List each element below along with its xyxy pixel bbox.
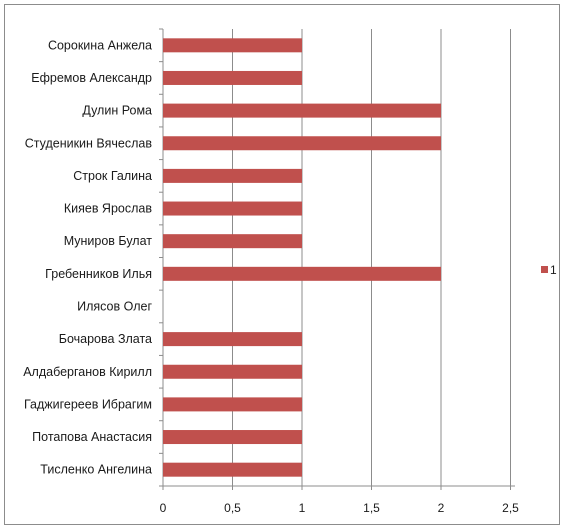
category-label: Студеникин Вячеслав bbox=[25, 136, 153, 150]
bar bbox=[163, 332, 302, 347]
bar bbox=[163, 201, 302, 216]
bar bbox=[163, 364, 302, 379]
category-label: Строк Галина bbox=[73, 169, 152, 183]
bar bbox=[163, 234, 302, 249]
legend-label: 1 bbox=[550, 263, 557, 277]
category-labels: Сорокина Анжела Ефремов Александр Дулин Ро… bbox=[23, 38, 152, 476]
bar bbox=[163, 38, 302, 53]
x-tick-label: 2,5 bbox=[502, 501, 519, 515]
category-label: Муниров Булат bbox=[64, 234, 153, 248]
bar bbox=[163, 462, 302, 477]
bar bbox=[163, 103, 441, 118]
bar bbox=[163, 430, 302, 445]
legend: 1 bbox=[541, 263, 557, 277]
x-tick-label: 0 bbox=[160, 501, 167, 515]
category-label: Илясов Олег bbox=[77, 299, 152, 313]
x-tick-label: 1,5 bbox=[363, 501, 380, 515]
category-label: Ефремов Александр bbox=[31, 71, 152, 85]
gridlines bbox=[232, 29, 511, 486]
x-tick-label: 0,5 bbox=[224, 501, 241, 515]
axes bbox=[159, 28, 515, 490]
category-label: Дулин Рома bbox=[82, 104, 152, 118]
x-tick-label: 2 bbox=[438, 501, 445, 515]
category-label: Алдаберганов Кирилл bbox=[23, 365, 152, 379]
category-label: Гребенников Илья bbox=[45, 267, 152, 281]
bar bbox=[163, 136, 441, 151]
category-label: Сорокина Анжела bbox=[48, 38, 152, 52]
bar bbox=[163, 70, 302, 85]
bar bbox=[163, 266, 441, 281]
category-label: Тисленко Ангелина bbox=[40, 463, 152, 477]
category-label: Бочарова Злата bbox=[59, 332, 152, 346]
category-label: Кияев Ярослав bbox=[64, 202, 153, 216]
legend-swatch bbox=[541, 266, 548, 273]
x-tick-labels: 0 0,5 1 1,5 2 2,5 bbox=[160, 501, 520, 515]
bar bbox=[163, 397, 302, 412]
bar bbox=[163, 168, 302, 183]
bars bbox=[163, 38, 441, 477]
category-label: Гаджигереев Ибрагим bbox=[24, 397, 152, 411]
x-tick-label: 1 bbox=[299, 501, 306, 515]
category-label: Потапова Анастасия bbox=[32, 430, 152, 444]
